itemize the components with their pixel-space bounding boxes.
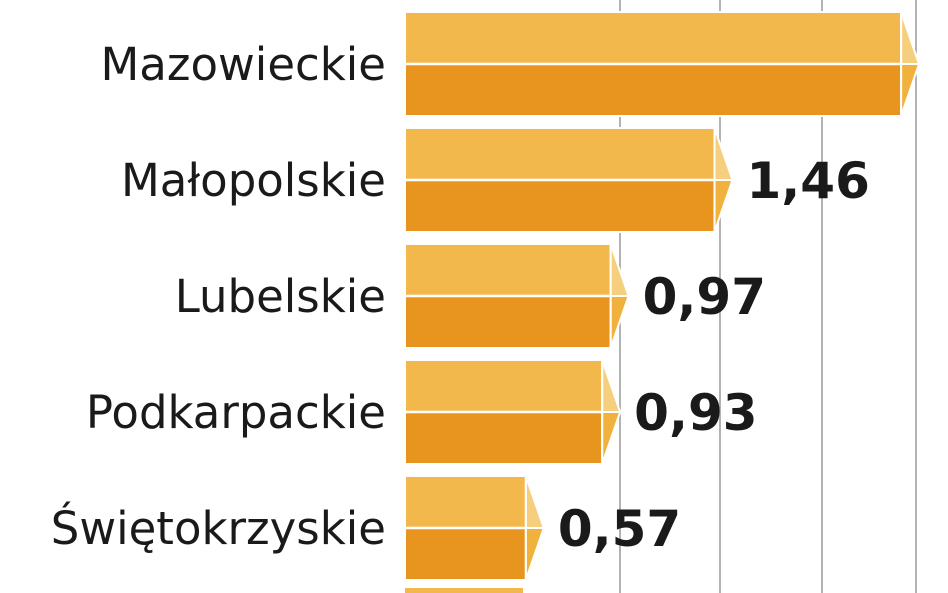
value-label: 1,46 — [747, 152, 870, 210]
bar-cap-top — [524, 475, 546, 529]
category-label: Lubelskie — [175, 270, 386, 323]
bars — [404, 11, 921, 593]
bar-outline — [404, 475, 527, 581]
category-label: Małopolskie — [121, 154, 386, 207]
category-label: Podkarpackie — [86, 386, 386, 439]
bar-top-face — [405, 476, 526, 528]
bar-top-face — [405, 244, 611, 296]
bar-outline — [404, 127, 716, 233]
bar — [404, 475, 546, 581]
bar-cap-bottom — [524, 527, 546, 581]
value-label: 0,57 — [558, 500, 681, 558]
value-label: 0,97 — [643, 268, 766, 326]
bar-cap-bottom — [713, 179, 734, 233]
value-label: 0,93 — [634, 384, 757, 442]
bar — [404, 11, 921, 117]
bar-top-face — [405, 12, 902, 64]
bar-outline — [404, 11, 903, 117]
bar-top-face — [405, 588, 523, 593]
bar-bottom-face — [405, 180, 715, 232]
bar-bottom-face — [405, 412, 603, 464]
bar-outline — [404, 243, 612, 349]
bar-cap-top — [713, 127, 734, 181]
bar-bottom-face — [405, 64, 902, 116]
category-label: Mazowieckie — [100, 38, 386, 91]
bar — [404, 243, 631, 349]
bar — [404, 359, 622, 465]
labels: Mazowieckie Małopolskie 1,46 Lubelskie 0,97 P… — [51, 38, 870, 558]
bar-bottom-face — [405, 296, 611, 348]
bar-top-face — [405, 360, 603, 412]
bar-bottom-face — [405, 528, 526, 580]
bar-outline — [404, 359, 604, 465]
bar-cap-bottom — [601, 411, 622, 465]
bar-partial — [405, 588, 523, 593]
bar-top-face — [405, 128, 715, 180]
category-label: Świętokrzyskie — [51, 502, 386, 555]
bar — [404, 127, 734, 233]
bar-cap-top — [601, 359, 622, 413]
